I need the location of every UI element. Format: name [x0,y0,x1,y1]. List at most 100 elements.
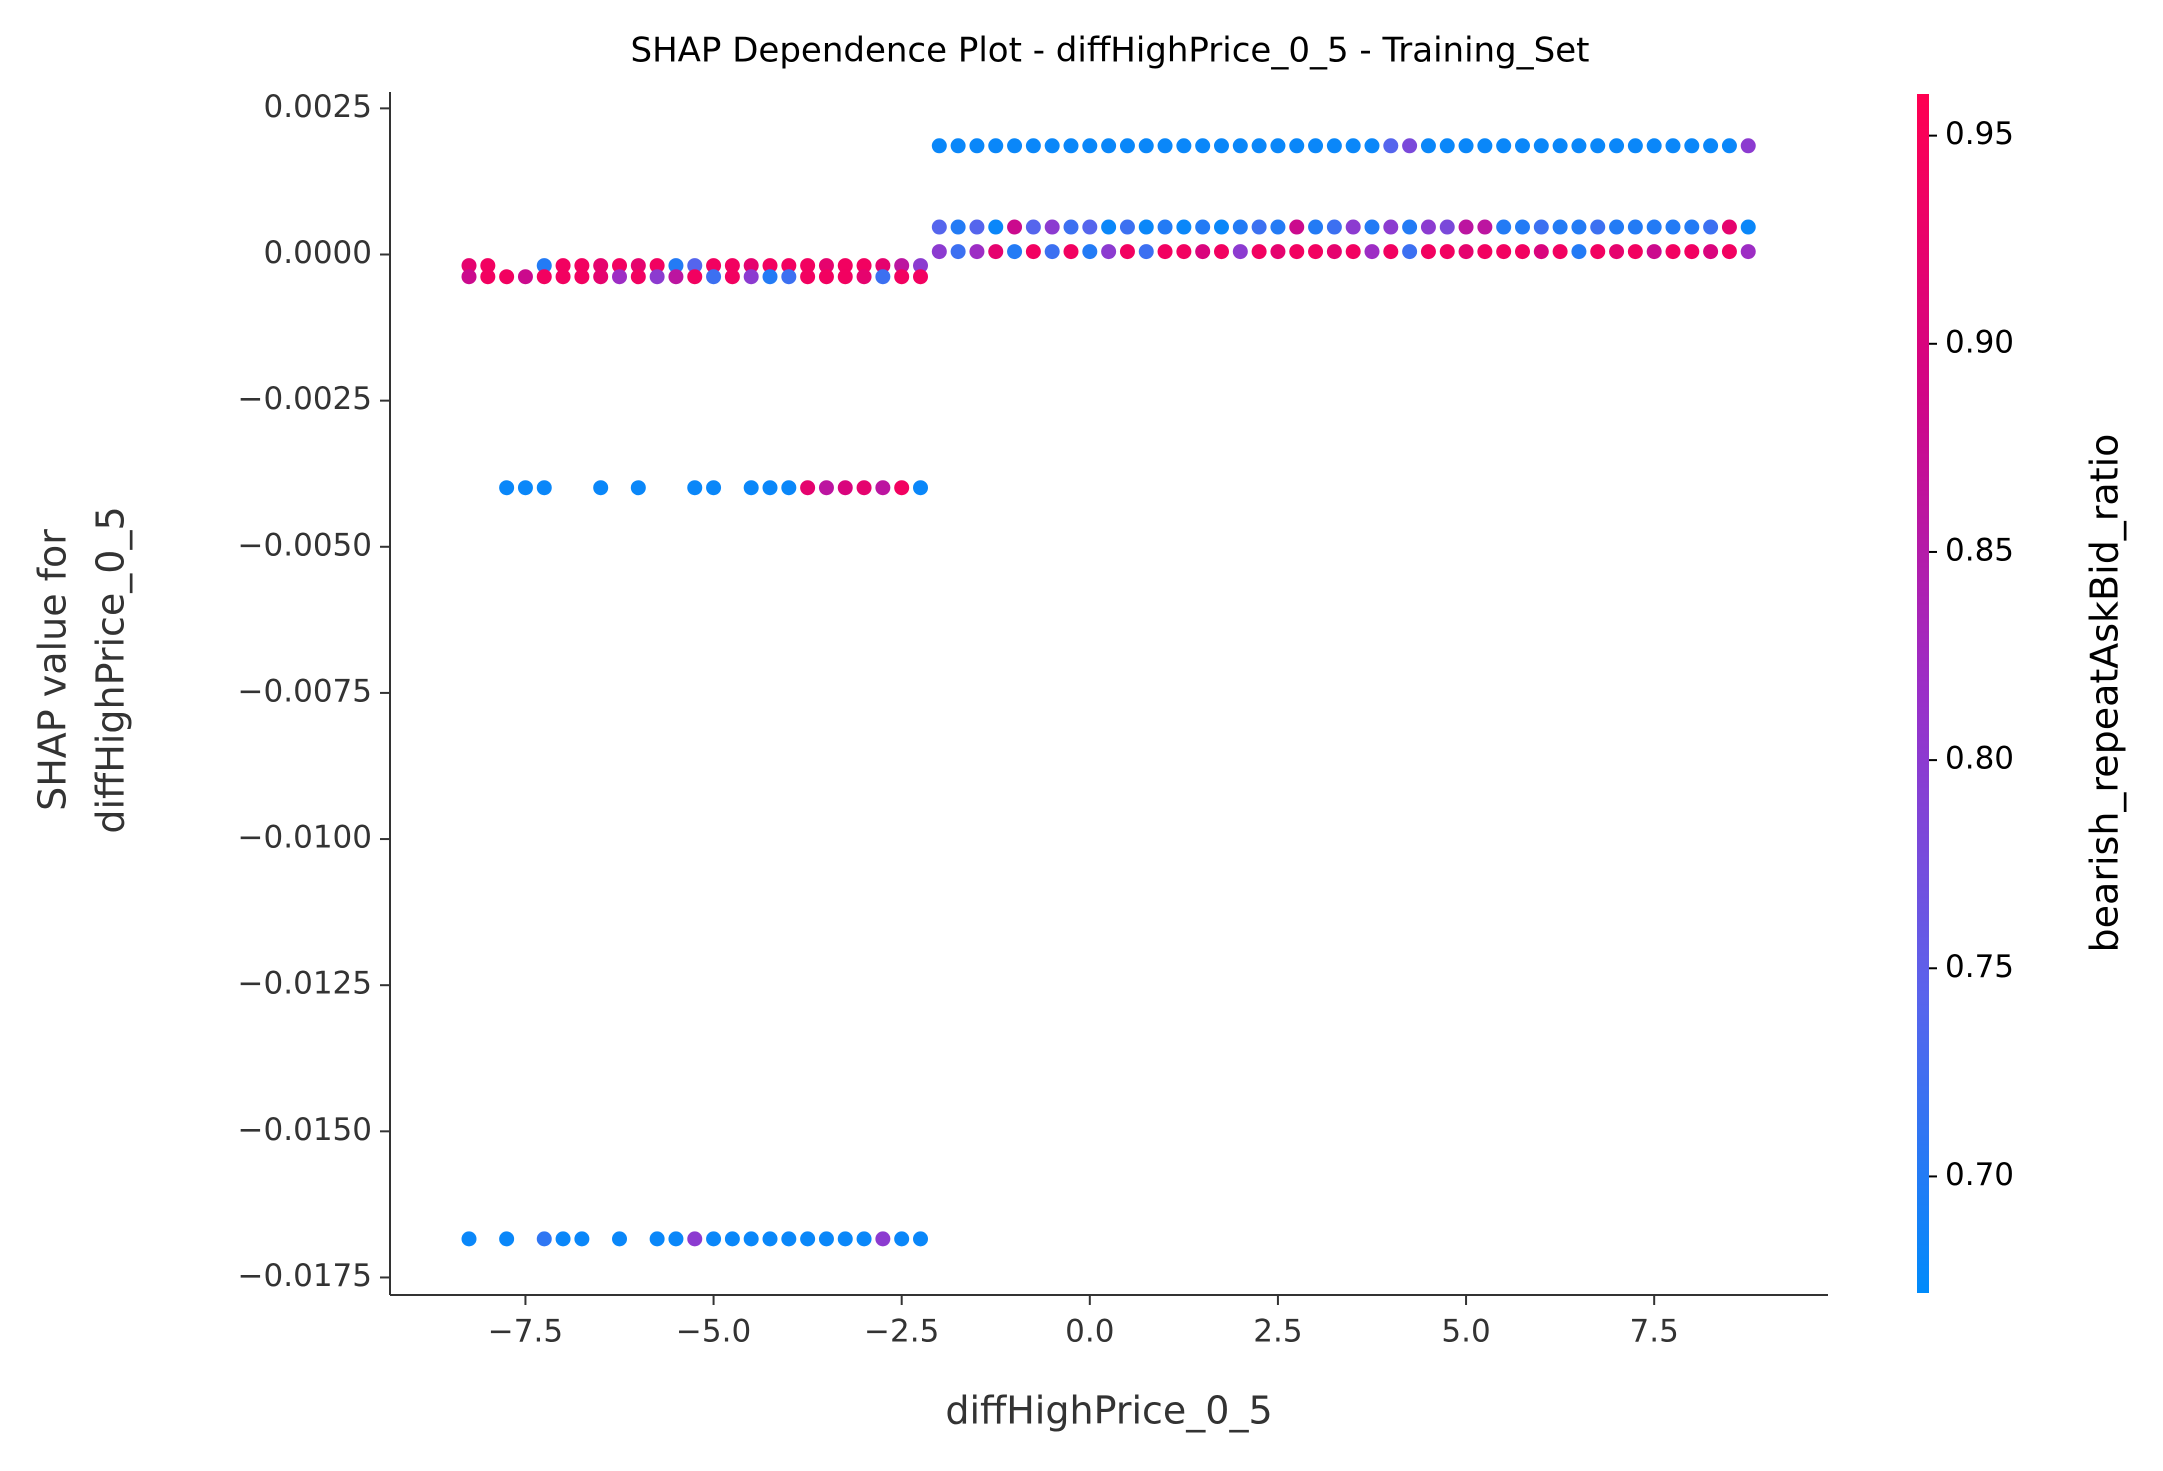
point [875,258,891,274]
point [762,480,778,496]
point [687,269,703,285]
x-tick-label: 0.0 [1065,1314,1114,1350]
point [1082,138,1098,154]
point [1308,244,1324,260]
point [1458,138,1474,154]
point [800,269,816,285]
point [1496,244,1512,260]
point [762,258,778,274]
point [1721,219,1737,235]
point [781,480,797,496]
point [988,219,1004,235]
point [950,244,966,260]
point [1326,244,1342,260]
point [461,1231,477,1247]
x-tick-label: −5.0 [676,1314,751,1350]
point [612,1231,628,1247]
point [1025,244,1041,260]
point [1496,219,1512,235]
point [818,269,834,285]
point [1552,219,1568,235]
point [1684,244,1700,260]
point [781,258,797,274]
point [1552,138,1568,154]
point [762,1231,778,1247]
point [856,258,872,274]
point [630,258,646,274]
point [1213,138,1229,154]
point [1364,219,1380,235]
point [536,258,552,274]
point [1458,244,1474,260]
point [950,138,966,154]
point [969,138,985,154]
point [1703,244,1719,260]
point [743,258,759,274]
point [1270,138,1286,154]
point [1496,138,1512,154]
point [1665,244,1681,260]
point [894,480,910,496]
point [800,480,816,496]
point [536,1231,552,1247]
point [1044,138,1060,154]
point [913,1231,929,1247]
point [1571,138,1587,154]
point [1590,219,1606,235]
point [1157,244,1173,260]
point [1251,138,1267,154]
point [1721,138,1737,154]
point [1101,138,1117,154]
point [856,269,872,285]
point [1627,244,1643,260]
point [593,258,609,274]
y-axis-label: diffHighPrice_0_5 [89,506,133,833]
point [988,138,1004,154]
point [706,1231,722,1247]
point [1007,219,1023,235]
point [1514,244,1530,260]
point [913,480,929,496]
point [837,1231,853,1247]
point [630,480,646,496]
y-tick-label: 0.0000 [264,235,372,271]
point [818,1231,834,1247]
point [574,258,590,274]
point [1684,138,1700,154]
point [1477,138,1493,154]
point [950,219,966,235]
point [1176,244,1192,260]
point [1590,138,1606,154]
point [480,258,496,274]
point [612,258,628,274]
point [1703,219,1719,235]
x-tick-label: 2.5 [1253,1314,1302,1350]
point [1101,219,1117,235]
point [555,258,571,274]
point [743,480,759,496]
point [818,258,834,274]
point [931,219,947,235]
point [706,258,722,274]
point [894,258,910,274]
point [1364,138,1380,154]
colorbar [1917,94,1929,1293]
point [969,219,985,235]
point [1684,219,1700,235]
colorbar-tick-label: 0.80 [1945,741,2014,777]
point [1025,138,1041,154]
point [1345,138,1361,154]
y-tick-label: −0.0125 [238,966,372,1002]
point [1213,244,1229,260]
point [1420,138,1436,154]
point [574,1231,590,1247]
y-tick-label: −0.0175 [238,1258,372,1294]
y-tick-label: −0.0150 [238,1112,372,1148]
point [1552,244,1568,260]
point [461,269,477,285]
point [724,1231,740,1247]
point [1308,138,1324,154]
point [1740,138,1756,154]
point [1533,244,1549,260]
